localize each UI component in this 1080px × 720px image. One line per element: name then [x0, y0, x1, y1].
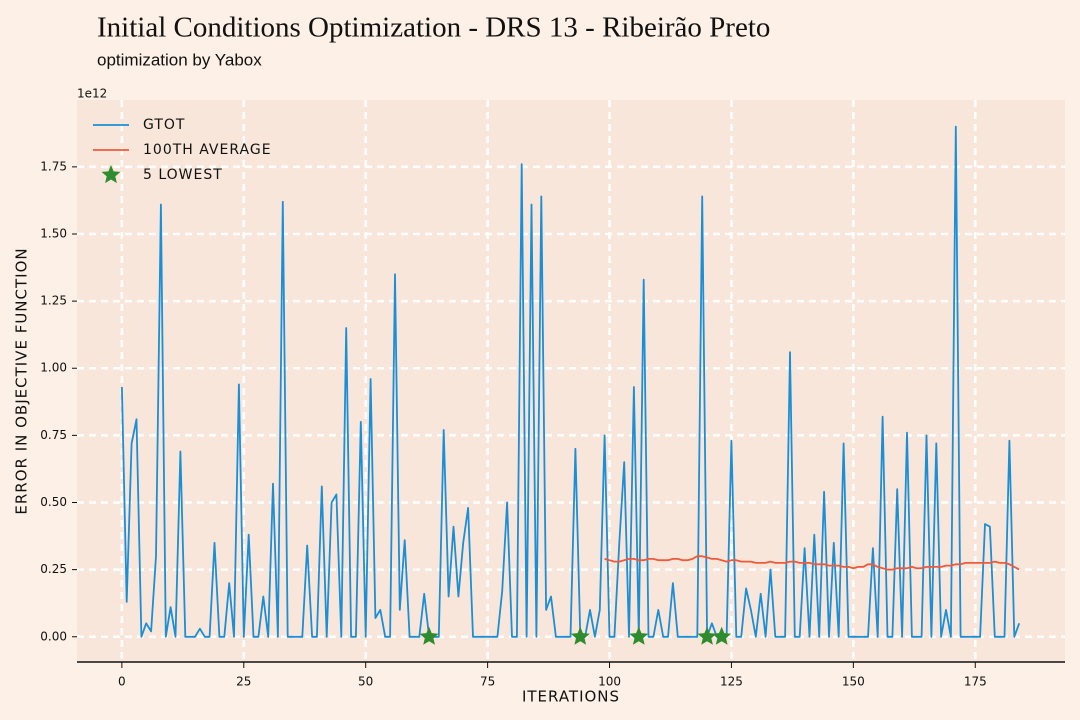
- data-line: [121, 125, 1021, 638]
- x-tick-label: 175: [964, 675, 987, 689]
- y-tick-label: 1.25: [40, 294, 67, 308]
- y-axis-label: ERROR IN OBJECTIVE FUNCTION: [13, 247, 31, 514]
- x-tick-label: 0: [118, 675, 126, 689]
- x-tick-label: 25: [236, 675, 251, 689]
- x-tick-label: 125: [720, 675, 743, 689]
- legend-label: 5 LOWEST: [143, 167, 223, 183]
- x-tick-label: 50: [358, 675, 373, 689]
- y-tick-label: 1.75: [40, 159, 67, 173]
- star-marker: [712, 626, 732, 645]
- x-tick-label: 75: [480, 675, 495, 689]
- plot-area: [77, 100, 1065, 662]
- star-marker: [697, 626, 717, 645]
- y-tick-label: 0.50: [40, 495, 67, 509]
- legend-label: GTOT: [143, 117, 185, 133]
- y-tick-label: 0.00: [40, 629, 67, 643]
- legend-label: 100TH AVERAGE: [143, 142, 272, 158]
- y-tick-label: 1.50: [40, 226, 67, 240]
- star-marker: [419, 626, 439, 645]
- y-tick-label: 1.00: [40, 361, 67, 375]
- x-tick-label: 150: [842, 675, 865, 689]
- x-axis-label: ITERATIONS: [522, 688, 620, 706]
- x-tick-label: 100: [598, 675, 621, 689]
- chart-subtitle: optimization by Yabox: [97, 50, 262, 69]
- y-offset-label: 1e12: [77, 87, 107, 101]
- y-tick-label: 0.75: [40, 428, 67, 442]
- star-marker: [629, 626, 649, 645]
- legend-marker: [101, 165, 121, 184]
- chart-title: Initial Conditions Optimization - DRS 13…: [97, 12, 770, 44]
- star-marker: [570, 626, 590, 645]
- data-line: [604, 555, 1020, 571]
- y-tick-label: 0.25: [40, 562, 67, 576]
